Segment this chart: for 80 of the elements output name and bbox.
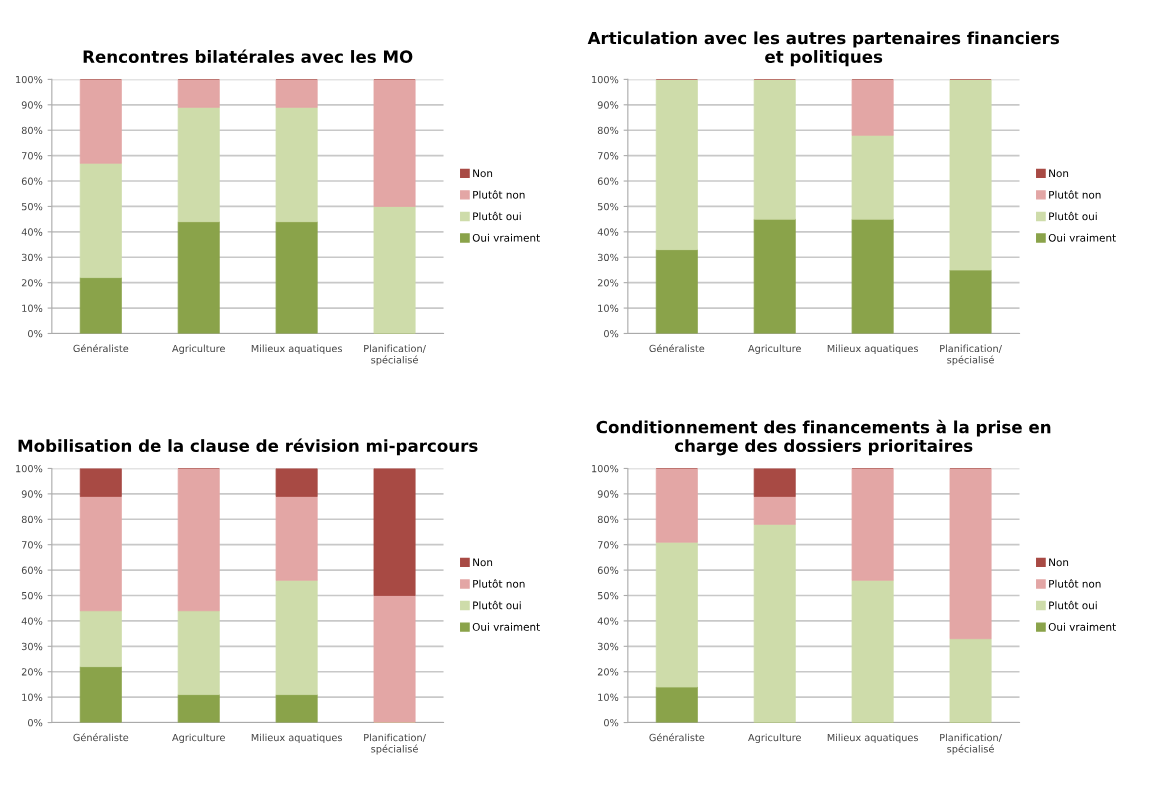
y-tick-label: 80% — [21, 515, 43, 524]
legend-label: Non — [1049, 558, 1069, 567]
legend-label: Plutôt oui — [473, 211, 521, 221]
x-tick-label: Agriculture — [748, 344, 801, 354]
y-tick-label: 10% — [598, 693, 619, 701]
x-tick-label: Milieux aquatiques — [251, 733, 342, 744]
x-tick-label: Milieux aquatiques — [251, 344, 342, 354]
y-tick-label: 10% — [598, 304, 619, 312]
y-tick-label: 80% — [21, 126, 43, 135]
y-tick-label: 70% — [22, 541, 43, 549]
x-tick-label: Milieux aquatiques — [827, 344, 918, 354]
y-tick-label: 30% — [21, 642, 43, 651]
y-tick-label: 20% — [21, 668, 43, 676]
y-tick-label: 50% — [21, 202, 43, 211]
legend-label: Plutôt non — [1049, 579, 1101, 588]
x-tick-label: Planification/ spécialisé — [364, 733, 426, 755]
y-tick-label: 30% — [21, 253, 43, 262]
legend-label: Oui vraiment — [1048, 622, 1116, 631]
y-tick-label: 100% — [16, 75, 43, 84]
y-tick-label: 20% — [597, 279, 619, 287]
y-tick-label: 0% — [604, 329, 619, 338]
legend-label: Plutôt non — [473, 190, 525, 199]
y-tick-label: 70% — [598, 541, 619, 549]
chart-title: Articulation avec les autres partenaires financiers et politiques — [587, 31, 1059, 67]
y-tick-label: 0% — [604, 719, 619, 727]
y-tick-label: 30% — [597, 253, 619, 262]
y-tick-label: 90% — [597, 490, 619, 498]
y-tick-label: 0% — [28, 329, 43, 338]
y-tick-label: 70% — [598, 152, 619, 160]
y-tick-label: 100% — [592, 464, 619, 473]
y-tick-label: 50% — [597, 202, 619, 211]
x-tick-label: Généraliste — [649, 344, 705, 353]
y-tick-label: 50% — [597, 591, 619, 600]
x-tick-label: Planification/ spécialisé — [940, 733, 1002, 755]
y-tick-label: 40% — [597, 228, 619, 236]
chart-title: Conditionnement des financements à la prise en charge des dossiers prioritaires — [596, 419, 1051, 456]
y-tick-label: 60% — [597, 566, 619, 574]
y-tick-label: 30% — [597, 642, 619, 651]
y-tick-label: 40% — [597, 617, 619, 625]
legend-label: Oui vraiment — [472, 233, 540, 242]
y-tick-label: 90% — [597, 101, 619, 109]
y-tick-label: 100% — [16, 464, 43, 473]
x-tick-label: Agriculture — [748, 733, 801, 744]
x-tick-label: Généraliste — [73, 733, 129, 742]
y-tick-label: 10% — [22, 304, 43, 312]
y-tick-label: 70% — [22, 152, 43, 160]
legend-label: Plutôt oui — [1049, 211, 1097, 221]
y-tick-label: 90% — [21, 101, 43, 109]
y-tick-label: 40% — [21, 228, 43, 236]
legend-label: Non — [473, 169, 493, 178]
legend-label: Oui vraiment — [1048, 233, 1116, 242]
y-tick-label: 80% — [597, 515, 619, 524]
y-tick-label: 20% — [597, 668, 619, 676]
legend-label: Oui vraiment — [472, 622, 540, 631]
y-tick-label: 50% — [21, 591, 43, 600]
chart-title: Rencontres bilatérales avec les MO — [83, 49, 413, 63]
x-tick-label: Généraliste — [649, 733, 705, 742]
x-tick-label: Planification/ spécialisé — [940, 344, 1002, 366]
legend-label: Plutôt non — [1049, 190, 1101, 199]
x-tick-label: Agriculture — [172, 344, 225, 354]
y-tick-label: 60% — [597, 177, 619, 185]
legend-label: Plutôt non — [473, 579, 525, 588]
x-tick-label: Milieux aquatiques — [827, 733, 918, 744]
y-tick-label: 10% — [22, 693, 43, 701]
y-tick-label: 20% — [21, 279, 43, 287]
legend-label: Non — [473, 558, 493, 567]
x-tick-label: Généraliste — [73, 344, 129, 353]
legend-label: Non — [1049, 169, 1069, 178]
x-tick-label: Agriculture — [172, 733, 225, 744]
y-tick-label: 60% — [21, 177, 43, 185]
y-tick-label: 80% — [597, 126, 619, 135]
legend-label: Plutôt oui — [1049, 600, 1097, 610]
y-tick-label: 100% — [592, 75, 619, 84]
y-tick-label: 90% — [21, 490, 43, 498]
y-tick-label: 0% — [28, 719, 43, 727]
chart-title: Mobilisation de la clause de révision mi-parcours — [18, 438, 478, 456]
legend-label: Plutôt oui — [473, 600, 521, 610]
x-tick-label: Planification/ spécialisé — [364, 344, 426, 366]
y-tick-label: 40% — [21, 617, 43, 625]
y-tick-label: 60% — [21, 566, 43, 574]
